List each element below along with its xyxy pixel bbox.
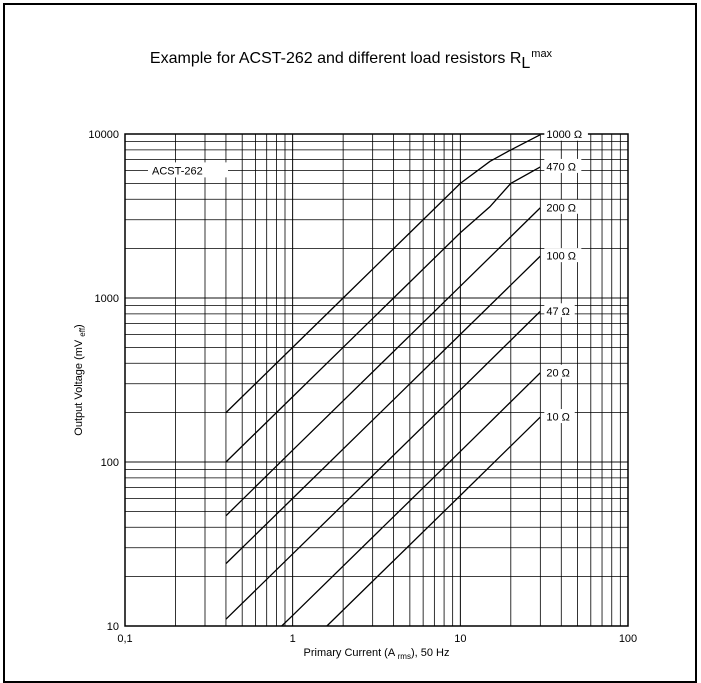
y-tick-label: 100 — [101, 457, 119, 469]
x-tick-label: 100 — [619, 633, 637, 645]
series-label-bg — [544, 126, 588, 141]
series-lines — [225, 134, 541, 627]
annotation-label: ACST-262 — [152, 165, 203, 177]
chart-title: Example for ACST-262 and different load … — [0, 48, 701, 72]
chart-title-superscript: max — [531, 48, 553, 60]
series-label-bg — [544, 409, 575, 424]
annotation-bg — [148, 162, 228, 178]
plot-area-border — [124, 133, 629, 627]
annotations: 1000 Ω 470 Ω 200 Ω 100 Ω 47 Ω 20 Ω 10 Ω ACST-26… — [148, 126, 588, 424]
x-axis-label-rest: ), 50 Hz — [411, 647, 450, 659]
series-label: 100 Ω — [546, 251, 576, 263]
series-line — [326, 416, 541, 627]
x-axis-label-sub: rms — [398, 652, 411, 661]
series-label: 200 Ω — [546, 202, 576, 214]
tick-labels: 0,1 1 10 100 10 100 1000 10000 — [88, 129, 637, 645]
y-tick-label: 10 — [107, 621, 119, 633]
x-tick-label: 0,1 — [117, 633, 132, 645]
y-tick-label: 1000 — [95, 293, 119, 305]
series-label: 470 Ω — [546, 161, 576, 173]
series-label-bg — [544, 158, 582, 173]
x-tick-label: 10 — [454, 633, 466, 645]
series-line — [225, 310, 541, 620]
series-label-bg — [544, 303, 575, 318]
axis-labels: Primary Current (A rms), 50 Hz Output Vol… — [73, 324, 449, 661]
x-tick-label: 1 — [290, 633, 296, 645]
x-axis-label-main: Primary Current (A — [304, 647, 398, 659]
series-label: 20 Ω — [546, 367, 570, 379]
series-line — [225, 255, 541, 565]
series-line — [225, 134, 541, 414]
series-line — [281, 372, 541, 627]
y-tick-label: 10000 — [88, 129, 119, 141]
series-label: 47 Ω — [546, 306, 570, 318]
series-label-bg — [544, 248, 582, 263]
series-label-bg — [544, 199, 582, 214]
chart-title-text: Example for ACST-262 and different load … — [149, 50, 522, 67]
y-axis-label-rest: ) — [73, 324, 85, 328]
y-axis-label-sub: eff — [78, 327, 87, 337]
chart-title-subscript: L — [521, 55, 531, 72]
x-axis-label: Primary Current (A rms), 50 Hz — [304, 647, 450, 661]
series-label: 10 Ω — [546, 412, 570, 424]
y-axis-label-main: Output Voltage (mV — [73, 337, 85, 436]
series-line — [225, 166, 541, 463]
y-axis-label: Output Voltage (mV eff) — [73, 324, 87, 435]
series-label: 1000 Ω — [546, 129, 582, 141]
series-line — [225, 207, 541, 517]
series-label-bg — [544, 364, 575, 379]
